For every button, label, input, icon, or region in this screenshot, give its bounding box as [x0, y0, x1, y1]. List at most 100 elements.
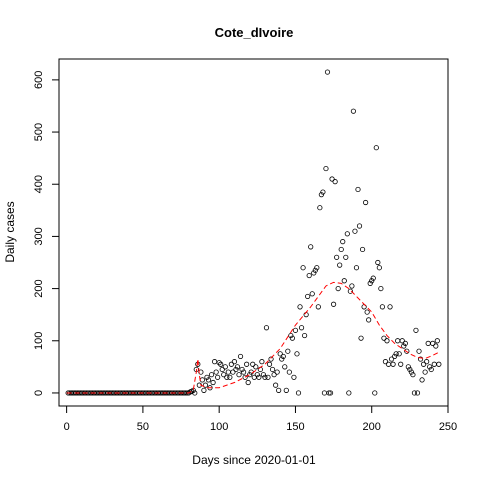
- data-point: [420, 361, 427, 367]
- data-point: [240, 369, 247, 375]
- data-point: [294, 351, 300, 357]
- data-point: [411, 390, 418, 396]
- data-point: [202, 382, 209, 388]
- data-point: [428, 366, 434, 373]
- data-point: [419, 377, 425, 383]
- data-point: [289, 335, 295, 341]
- data-point: [330, 301, 337, 307]
- data-point: [268, 356, 274, 362]
- data-point: [369, 278, 375, 284]
- data-point: [279, 356, 285, 362]
- data-point: [292, 327, 299, 333]
- data-point: [414, 390, 421, 396]
- data-point: [233, 366, 239, 373]
- data-point: [305, 293, 311, 300]
- data-point: [350, 108, 357, 114]
- x-tick-label: 50: [137, 421, 149, 433]
- data-point: [375, 259, 381, 266]
- data-point: [364, 309, 370, 315]
- data-point: [265, 374, 271, 380]
- data-point: [210, 379, 216, 386]
- data-point: [283, 387, 289, 393]
- x-axis-title: Days since 2020-01-01: [192, 453, 316, 467]
- data-point: [392, 353, 398, 360]
- data-point: [340, 239, 346, 245]
- data-point: [254, 372, 260, 378]
- data-point: [239, 366, 245, 373]
- data-point: [320, 189, 326, 195]
- y-axis-title: Daily cases: [3, 201, 17, 262]
- data-point: [343, 254, 349, 260]
- data-point: [201, 387, 207, 393]
- data-point: [314, 265, 320, 271]
- data-point: [276, 387, 282, 393]
- data-point: [298, 325, 305, 331]
- data-point: [433, 343, 439, 349]
- data-point: [219, 366, 225, 373]
- data-point: [323, 165, 329, 172]
- data-point: [230, 369, 236, 375]
- trend-line: [66, 281, 440, 394]
- x-tick-label: 250: [439, 421, 457, 433]
- data-point: [282, 364, 288, 370]
- data-point: [231, 359, 238, 365]
- data-point: [327, 390, 334, 396]
- data-point: [422, 369, 428, 375]
- data-point: [260, 372, 267, 378]
- data-point: [346, 390, 352, 396]
- data-point: [266, 361, 273, 367]
- data-point: [218, 361, 224, 367]
- data-point: [424, 359, 430, 365]
- data-point: [356, 223, 363, 229]
- data-point: [378, 285, 384, 292]
- data-point: [410, 372, 416, 378]
- data-point: [224, 374, 230, 380]
- data-point: [324, 69, 331, 75]
- data-point: [436, 361, 442, 367]
- data-point: [384, 338, 390, 344]
- data-point: [373, 145, 379, 151]
- data-point: [413, 327, 419, 333]
- data-point: [338, 246, 344, 253]
- data-point: [208, 372, 215, 378]
- data-point: [355, 186, 361, 193]
- data-point: [427, 364, 433, 370]
- data-point: [300, 265, 306, 271]
- data-point: [312, 267, 318, 273]
- data-point: [390, 361, 396, 367]
- data-point: [213, 369, 219, 375]
- data-point: [367, 280, 373, 286]
- data-point: [259, 359, 265, 365]
- data-point: [326, 390, 332, 396]
- data-point: [430, 340, 436, 346]
- x-axis: 0 50 100 150 200 250: [64, 405, 457, 433]
- data-point: [269, 366, 276, 373]
- data-point: [236, 372, 242, 378]
- data-point: [308, 244, 314, 250]
- data-point: [277, 351, 283, 357]
- trend-line-layer: [66, 281, 440, 394]
- x-tick-label: 150: [286, 421, 304, 433]
- data-point: [347, 288, 353, 294]
- data-point: [285, 348, 291, 354]
- data-point: [379, 304, 385, 310]
- data-point: [416, 348, 422, 354]
- x-tick-label: 100: [210, 421, 228, 433]
- data-point: [388, 356, 395, 362]
- data-point: [263, 325, 270, 331]
- data-point: [398, 361, 404, 367]
- data-point: [273, 382, 279, 388]
- y-tick-label: 600: [33, 71, 45, 89]
- data-point: [434, 338, 440, 344]
- data-point: [192, 390, 198, 396]
- data-point: [288, 332, 294, 339]
- chart-title: Cote_dIvoire: [215, 25, 294, 40]
- data-point: [358, 335, 364, 341]
- data-point: [404, 348, 410, 354]
- data-point: [242, 374, 248, 380]
- data-point: [402, 340, 408, 346]
- data-point: [215, 374, 221, 380]
- data-point: [387, 304, 393, 310]
- data-point: [309, 291, 315, 297]
